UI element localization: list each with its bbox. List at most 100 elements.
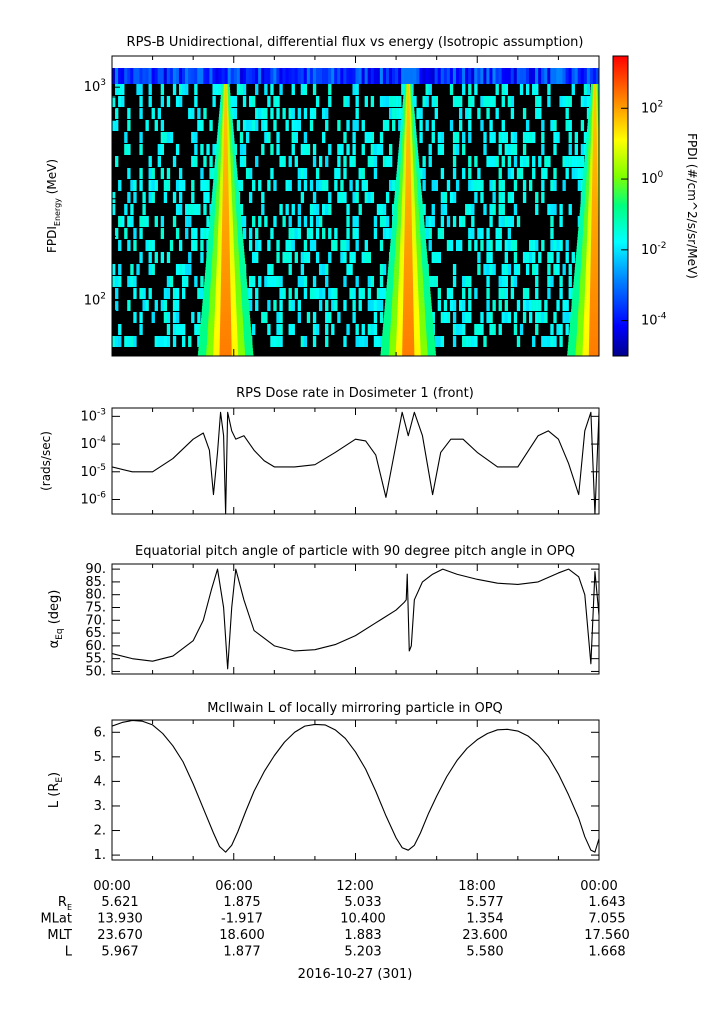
heatmap-cell xyxy=(182,68,186,84)
flux-peak-cell xyxy=(589,333,599,337)
flux-peak-cell xyxy=(590,291,599,295)
heatmap-cell xyxy=(142,204,146,215)
heatmap-cell xyxy=(437,68,442,84)
heatmap-cell xyxy=(367,132,372,143)
heatmap-cell xyxy=(163,68,168,84)
heatmap-cell xyxy=(163,132,168,143)
heatmap-cell xyxy=(428,144,432,155)
heatmap-cell xyxy=(273,300,277,311)
heatmap-cell xyxy=(212,68,216,84)
heatmap-cell xyxy=(462,68,466,84)
heatmap-cell xyxy=(133,336,137,347)
heatmap-cell xyxy=(449,240,454,251)
flux-peak-cell xyxy=(220,324,232,328)
heatmap-cell xyxy=(513,156,518,167)
pitch-angle-title: Equatorial pitch angle of particle with … xyxy=(135,544,575,559)
flux-heatmap xyxy=(112,68,599,356)
heatmap-cell xyxy=(595,68,599,84)
flux-peak-cell xyxy=(223,171,229,175)
heatmap-cell xyxy=(261,204,265,215)
heatmap-cell xyxy=(309,228,314,239)
heatmap-cell xyxy=(583,132,588,143)
flux-peak-cell xyxy=(591,201,599,205)
flux-peak-cell xyxy=(589,315,599,319)
heatmap-cell xyxy=(264,312,268,323)
heatmap-cell xyxy=(343,156,347,167)
heatmap-cell xyxy=(355,192,359,203)
flux-peak-cell xyxy=(221,264,231,268)
heatmap-cell xyxy=(480,96,484,107)
heatmap-cell xyxy=(574,168,578,179)
dose-rate-panel: RPS Dose rate in Dosimeter 1 (front) 10-… xyxy=(39,386,600,515)
flux-peak-cell xyxy=(224,90,227,94)
heatmap-cell xyxy=(230,108,235,119)
heatmap-cell xyxy=(553,204,557,215)
heatmap-cell xyxy=(312,288,317,299)
heatmap-cell xyxy=(565,240,569,251)
flux-peak-cell xyxy=(592,180,598,184)
heatmap-cell xyxy=(553,312,557,323)
heatmap-cell xyxy=(510,276,515,287)
heatmap-cell xyxy=(291,84,295,95)
heatmap-cell xyxy=(398,108,402,119)
heatmap-cell xyxy=(115,276,119,287)
heatmap-cell xyxy=(115,84,119,95)
y-tick-label: 6. xyxy=(94,725,106,740)
heatmap-cell xyxy=(118,96,122,107)
y-tick-label: 10-4 xyxy=(80,435,106,452)
heatmap-cell xyxy=(267,180,271,191)
heatmap-cell xyxy=(236,180,241,191)
ephemeris-value: 1.883 xyxy=(344,928,381,943)
heatmap-cell xyxy=(233,144,238,155)
flux-peak-cell xyxy=(403,279,413,283)
flux-peak-cell xyxy=(222,183,229,187)
heatmap-cell xyxy=(471,68,475,84)
heatmap-cell xyxy=(297,228,302,239)
heatmap-cell xyxy=(550,216,554,227)
heatmap-cell xyxy=(455,96,460,107)
heatmap-cell xyxy=(568,312,572,323)
heatmap-cell xyxy=(428,216,432,227)
flux-peak-cell xyxy=(223,165,229,169)
heatmap-cell xyxy=(325,68,329,84)
flux-peak-cell xyxy=(591,195,598,199)
series-line xyxy=(112,720,599,853)
heatmap-cell xyxy=(166,132,171,143)
heatmap-cell xyxy=(303,180,308,191)
heatmap-cell xyxy=(285,68,290,84)
heatmap-cell xyxy=(425,84,429,95)
heatmap-cell xyxy=(535,264,539,275)
heatmap-cell xyxy=(188,204,192,215)
heatmap-cell xyxy=(492,324,496,335)
ephemeris-value: 5.577 xyxy=(466,895,503,910)
heatmap-cell xyxy=(532,132,536,143)
heatmap-cell xyxy=(178,68,183,84)
flux-peak-cell xyxy=(593,105,597,109)
heatmap-cell xyxy=(474,180,478,191)
flux-peak-cell xyxy=(403,306,414,310)
flux-peak-cell xyxy=(593,96,597,100)
heatmap-cell xyxy=(218,84,222,95)
heatmap-cell xyxy=(367,276,372,287)
heatmap-cell xyxy=(568,288,572,299)
flux-peak-cell xyxy=(221,249,230,253)
heatmap-cell xyxy=(273,120,277,131)
flux-peak-cell xyxy=(222,177,229,181)
flux-peak-cell xyxy=(220,288,231,292)
heatmap-cell xyxy=(285,252,289,263)
heatmap-cell xyxy=(373,216,378,227)
heatmap-cell xyxy=(370,144,375,155)
heatmap-cell xyxy=(300,68,305,84)
heatmap-cell xyxy=(541,120,545,131)
heatmap-cell xyxy=(510,192,515,203)
heatmap-cell xyxy=(212,84,216,95)
flux-peak-cell xyxy=(222,207,229,211)
heatmap-cell xyxy=(361,288,365,299)
flux-peak-cell xyxy=(589,294,599,298)
heatmap-cell xyxy=(541,132,545,143)
heatmap-cell xyxy=(130,336,134,347)
heatmap-cell xyxy=(468,312,472,323)
heatmap-cell xyxy=(522,252,527,263)
heatmap-cell xyxy=(239,204,244,215)
